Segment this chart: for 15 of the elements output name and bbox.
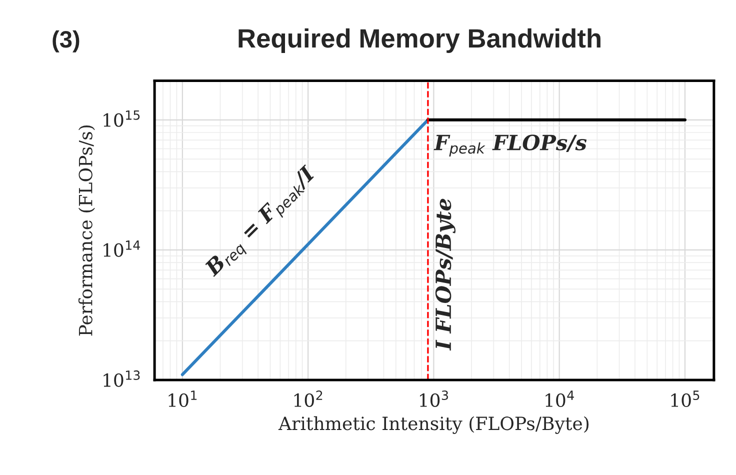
x-tick-label: 10$^{5}$ <box>671 390 700 408</box>
annotation: F$_{peak}$ FLOPs/s <box>434 134 587 157</box>
y-tick-label: 10$^{15}$ <box>104 110 140 127</box>
x-tick-label: 10$^{2}$ <box>294 390 322 408</box>
x-tick-label: 10$^{1}$ <box>168 390 197 408</box>
y-tick-label: 10$^{14}$ <box>104 240 140 257</box>
chart-title: Required Memory Bandwidth <box>238 28 600 53</box>
annotation: B$_{req}$ = F$_{peak}$/I <box>203 164 320 282</box>
text: (3) <box>52 30 80 52</box>
y-tick-label: 10$^{13}$ <box>104 370 140 387</box>
x-tick-label: 10$^{4}$ <box>546 390 574 408</box>
y-axis-title: Performance (FLOPs/s) <box>78 126 95 336</box>
x-axis-title: Arithmetic Intensity (FLOPs/Byte) <box>278 416 589 434</box>
annotation: I FLOPs/Byte <box>435 198 456 351</box>
x-tick-label: 10$^{3}$ <box>420 390 448 408</box>
